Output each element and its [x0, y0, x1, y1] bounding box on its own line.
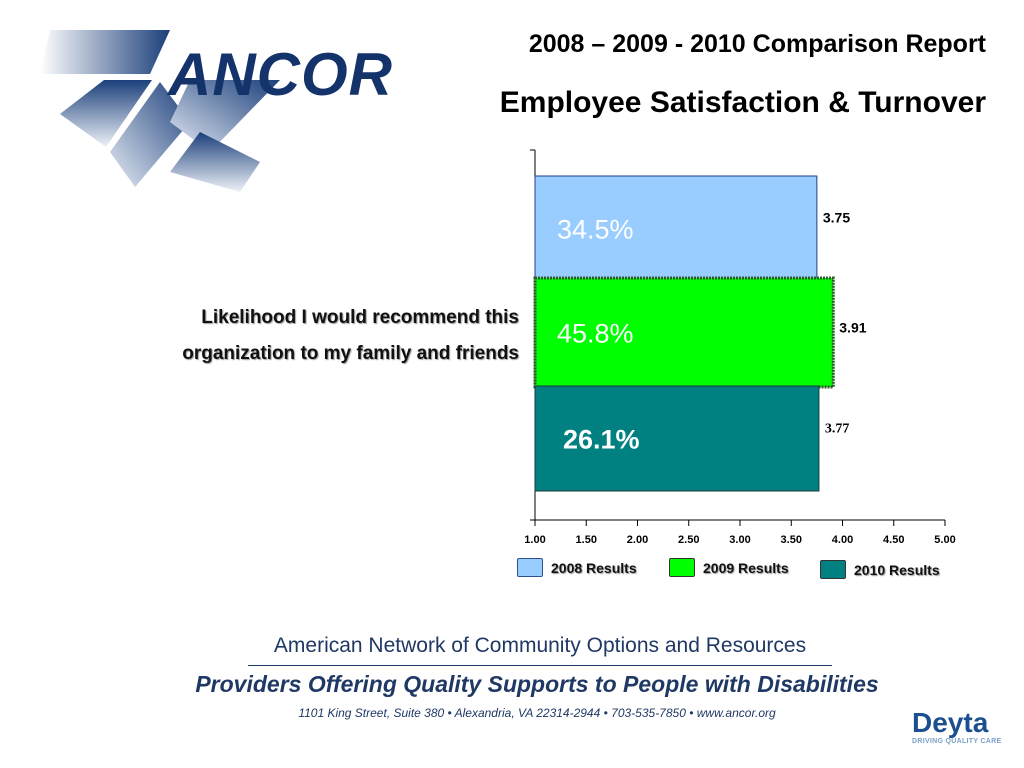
footer-organization: American Network of Community Options an… [273, 634, 807, 657]
bar-percent-label: 34.5% [557, 215, 634, 245]
x-tick-label: 2.00 [627, 534, 648, 546]
footer-address: 1101 King Street, Suite 380 • Alexandria… [298, 706, 776, 720]
bar-2010 [534, 385, 820, 492]
bar-value-label: 3.77 [825, 422, 850, 437]
ancor-star-icon [40, 30, 280, 192]
x-tick-label: 1.00 [524, 534, 545, 546]
report-subtitle: Employee Satisfaction & Turnover [499, 86, 986, 119]
bar-value-label: 3.75 [823, 210, 850, 226]
bar-value-label: 3.91 [839, 320, 866, 336]
legend-swatch-2009 [669, 558, 695, 577]
legend-item-2009: 2009 Results [669, 558, 789, 577]
bar-chart: 1.00 1.50 2.00 2.50 3.00 3.50 4.00 4.50 5.00 34.5… [524, 149, 956, 546]
bar-2008 [534, 175, 818, 282]
legend-swatch-2010 [820, 560, 846, 579]
x-tick-label: 4.00 [832, 534, 853, 546]
question-line-2: organization to my family and friends [182, 343, 519, 364]
legend-swatch-2008 [517, 558, 543, 577]
question-line-1: Likelihood I would recommend this [201, 307, 519, 328]
footer-tagline: Providers Offering Quality Supports to P… [195, 671, 879, 697]
legend-label-2009: 2009 Results [703, 559, 789, 576]
ancor-logo: ANCOR [40, 22, 392, 197]
footer-divider [248, 665, 832, 666]
logo-wordmark: ANCOR [168, 41, 393, 108]
deyta-tagline: DRIVING QUALITY CARE [912, 738, 1002, 745]
legend-label-2008: 2008 Results [551, 559, 637, 576]
x-tick-label: 3.00 [729, 534, 750, 546]
bar-2009 [533, 276, 835, 389]
question-label: Likelihood I would recommend this organi… [99, 300, 519, 372]
legend-item-2008: 2008 Results [517, 558, 637, 577]
report-title: 2008 – 2009 - 2010 Comparison Report [528, 30, 986, 58]
x-tick-label: 1.50 [576, 534, 597, 546]
x-tick-label: 5.00 [934, 534, 955, 546]
legend-item-2010: 2010 Results [820, 560, 940, 579]
x-tick-label: 2.50 [678, 534, 699, 546]
deyta-logo: Deyta DRIVING QUALITY CARE [912, 707, 1002, 746]
bar-percent-label: 45.8% [557, 319, 634, 349]
x-tick-label: 3.50 [781, 534, 802, 546]
bar-percent-label: 26.1% [563, 425, 640, 455]
legend-label-2010: 2010 Results [854, 561, 940, 578]
x-tick-label: 4.50 [883, 534, 904, 546]
deyta-wordmark: Deyta [912, 707, 989, 738]
